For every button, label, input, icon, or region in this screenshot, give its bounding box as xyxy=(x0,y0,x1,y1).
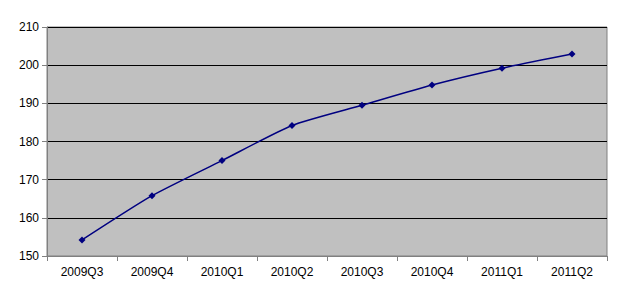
svg-text:160: 160 xyxy=(19,211,39,225)
svg-text:200: 200 xyxy=(19,58,39,72)
svg-text:2009Q3: 2009Q3 xyxy=(61,265,104,279)
svg-text:170: 170 xyxy=(19,173,39,187)
svg-text:2010Q2: 2010Q2 xyxy=(271,265,314,279)
svg-text:2011Q1: 2011Q1 xyxy=(481,265,523,279)
svg-text:190: 190 xyxy=(19,96,39,110)
svg-text:180: 180 xyxy=(19,135,39,149)
svg-text:150: 150 xyxy=(19,249,39,263)
svg-text:210: 210 xyxy=(19,20,39,34)
svg-text:2011Q2: 2011Q2 xyxy=(551,265,593,279)
svg-text:2009Q4: 2009Q4 xyxy=(131,265,174,279)
svg-text:2010Q1: 2010Q1 xyxy=(201,265,244,279)
svg-text:2010Q4: 2010Q4 xyxy=(411,265,454,279)
svg-text:2010Q3: 2010Q3 xyxy=(341,265,384,279)
